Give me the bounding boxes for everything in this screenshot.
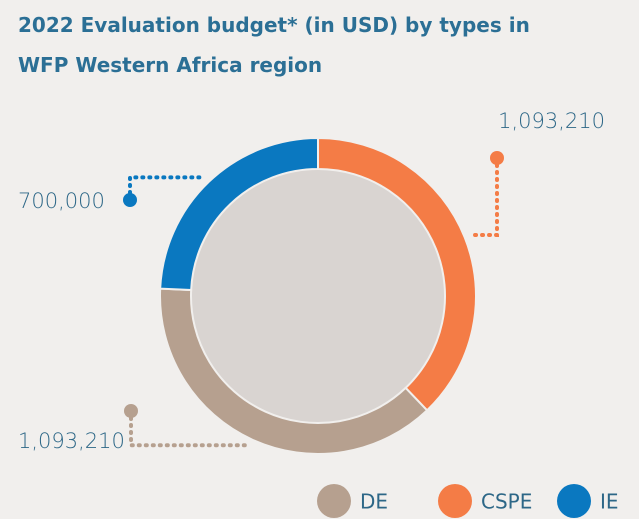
leader-line (468, 156, 499, 238)
leader-dot (490, 151, 504, 165)
donut-segment (159, 136, 319, 292)
leader-dot (124, 404, 138, 418)
donut-center (191, 169, 445, 423)
value-label: 1,093,210 (498, 109, 605, 133)
legend-label: DE (360, 490, 388, 514)
legend-swatch (438, 484, 472, 518)
legend-label: IE (600, 490, 619, 514)
legend-swatch (317, 484, 351, 518)
leader-dot (123, 193, 137, 207)
value-label: 700,000 (18, 189, 105, 213)
chart-title: WFP Western Africa region (18, 53, 322, 77)
leader-line (128, 175, 207, 202)
legend-label: CSPE (481, 490, 532, 514)
value-label: 1,093,210 (18, 429, 125, 453)
chart-title: 2022 Evaluation budget* (in USD) by type… (18, 13, 530, 37)
leader-line (129, 409, 252, 448)
legend-swatch (557, 484, 591, 518)
